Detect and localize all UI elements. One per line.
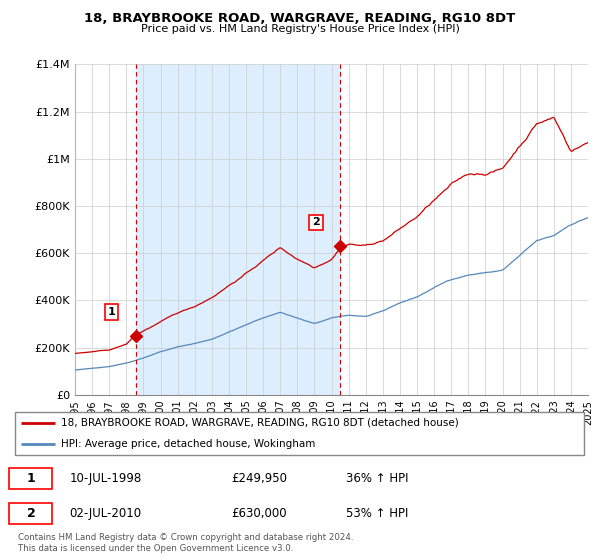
FancyBboxPatch shape [15,412,584,455]
Text: HPI: Average price, detached house, Wokingham: HPI: Average price, detached house, Woki… [61,439,316,449]
Text: 2: 2 [312,217,320,227]
Text: Contains HM Land Registry data © Crown copyright and database right 2024.
This d: Contains HM Land Registry data © Crown c… [18,533,353,553]
Text: 2: 2 [26,507,35,520]
FancyBboxPatch shape [9,503,52,524]
Text: Price paid vs. HM Land Registry's House Price Index (HPI): Price paid vs. HM Land Registry's House … [140,24,460,34]
Bar [136,64,340,395]
FancyBboxPatch shape [9,468,52,488]
Text: 53% ↑ HPI: 53% ↑ HPI [346,507,409,520]
Text: £630,000: £630,000 [231,507,287,520]
Text: 18, BRAYBROOKE ROAD, WARGRAVE, READING, RG10 8DT: 18, BRAYBROOKE ROAD, WARGRAVE, READING, … [85,12,515,25]
Text: 18, BRAYBROOKE ROAD, WARGRAVE, READING, RG10 8DT (detached house): 18, BRAYBROOKE ROAD, WARGRAVE, READING, … [61,418,459,428]
Text: 10-JUL-1998: 10-JUL-1998 [70,472,142,484]
Bar [580,64,588,395]
Text: 1: 1 [26,472,35,484]
Text: £249,950: £249,950 [231,472,287,484]
Text: 36% ↑ HPI: 36% ↑ HPI [346,472,409,484]
Text: 1: 1 [108,307,116,317]
Text: 02-JUL-2010: 02-JUL-2010 [70,507,142,520]
